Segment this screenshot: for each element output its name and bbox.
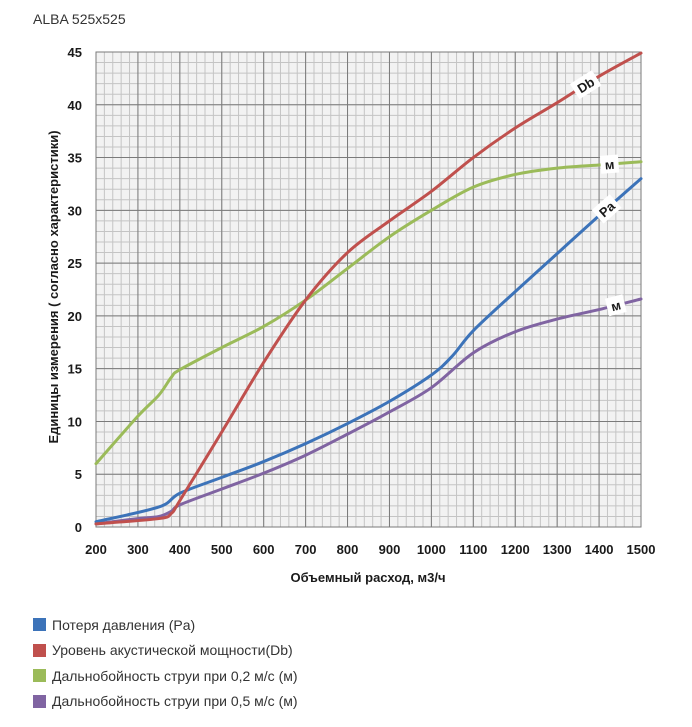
- x-tick-label: 1400: [585, 542, 614, 557]
- y-tick-label: 40: [68, 98, 82, 113]
- annotation-label: м: [604, 157, 615, 173]
- legend-item: Потеря давления (Pa): [33, 612, 298, 638]
- y-tick-label: 20: [68, 309, 82, 324]
- plot-area: [96, 52, 641, 527]
- series-annotation: м: [604, 294, 627, 317]
- chart-title: ALBA 525x525: [33, 11, 126, 27]
- x-tick-label: 200: [85, 542, 107, 557]
- x-axis-ticks: 200 300 400 500 600 700 800 900 1000 1100 1200 1300…: [85, 542, 655, 557]
- legend-label: Дальнобойность струи при 0,5 м/с (м): [52, 693, 298, 710]
- series-annotation: Db: [569, 70, 602, 100]
- series-annotations: Db Pa м м: [569, 70, 627, 317]
- annotation-bg: [599, 154, 620, 174]
- annotation-bg: [591, 194, 622, 224]
- x-tick-label: 700: [295, 542, 317, 557]
- y-tick-label: 35: [68, 151, 82, 166]
- x-tick-label: 400: [169, 542, 191, 557]
- y-tick-label: 10: [68, 414, 82, 429]
- legend-label: Уровень акустической мощности(Db): [52, 642, 293, 659]
- legend-swatch: [33, 643, 46, 657]
- series-annotation: Pa: [591, 194, 622, 224]
- y-tick-label: 0: [75, 520, 82, 535]
- series-line-throw-05: [94, 297, 643, 526]
- x-tick-label: 600: [253, 542, 275, 557]
- series-layer: [94, 51, 643, 526]
- x-tick-label: 800: [337, 542, 359, 557]
- legend: Потеря давления (Pa) Уровень акустическо…: [33, 612, 298, 714]
- y-tick-label: 25: [68, 256, 82, 271]
- x-tick-label: 1300: [543, 542, 572, 557]
- y-tick-label: 15: [68, 362, 82, 377]
- series-annotation: м: [599, 154, 620, 174]
- y-tick-label: 45: [68, 45, 82, 60]
- x-tick-label: 1000: [417, 542, 446, 557]
- series-line-throw-02: [94, 160, 643, 466]
- legend-item: Дальнобойность струи при 0,5 м/с (м): [33, 689, 298, 715]
- x-tick-label: 300: [127, 542, 149, 557]
- legend-swatch: [33, 618, 46, 632]
- annotation-bg: [604, 294, 627, 317]
- legend-swatch: [33, 669, 46, 683]
- annotation-bg: [569, 70, 602, 100]
- plot-border: [95, 51, 642, 528]
- x-tick-label: 500: [211, 542, 233, 557]
- y-axis-ticks: 0 5 10 15 20 25 30 35 40 45: [68, 45, 82, 535]
- y-tick-label: 30: [68, 203, 82, 218]
- x-axis-label: Объемный расход, м3/ч: [290, 570, 445, 585]
- x-tick-label: 1500: [627, 542, 656, 557]
- legend-label: Дальнобойность струи при 0,2 м/с (м): [52, 667, 298, 684]
- legend-item: Уровень акустической мощности(Db): [33, 638, 298, 664]
- y-tick-label: 5: [75, 467, 82, 482]
- series-line-acoustic-power: [94, 51, 643, 526]
- legend-label: Потеря давления (Pa): [52, 616, 196, 633]
- x-tick-label: 1200: [501, 542, 530, 557]
- legend-item: Дальнобойность струи при 0,2 м/с (м): [33, 663, 298, 689]
- x-tick-label: 1100: [459, 542, 487, 557]
- x-tick-label: 900: [379, 542, 401, 557]
- annotation-label: м: [609, 297, 622, 314]
- legend-swatch: [33, 694, 46, 708]
- y-axis-label: Единицы измерения ( согласно характерист…: [46, 130, 61, 443]
